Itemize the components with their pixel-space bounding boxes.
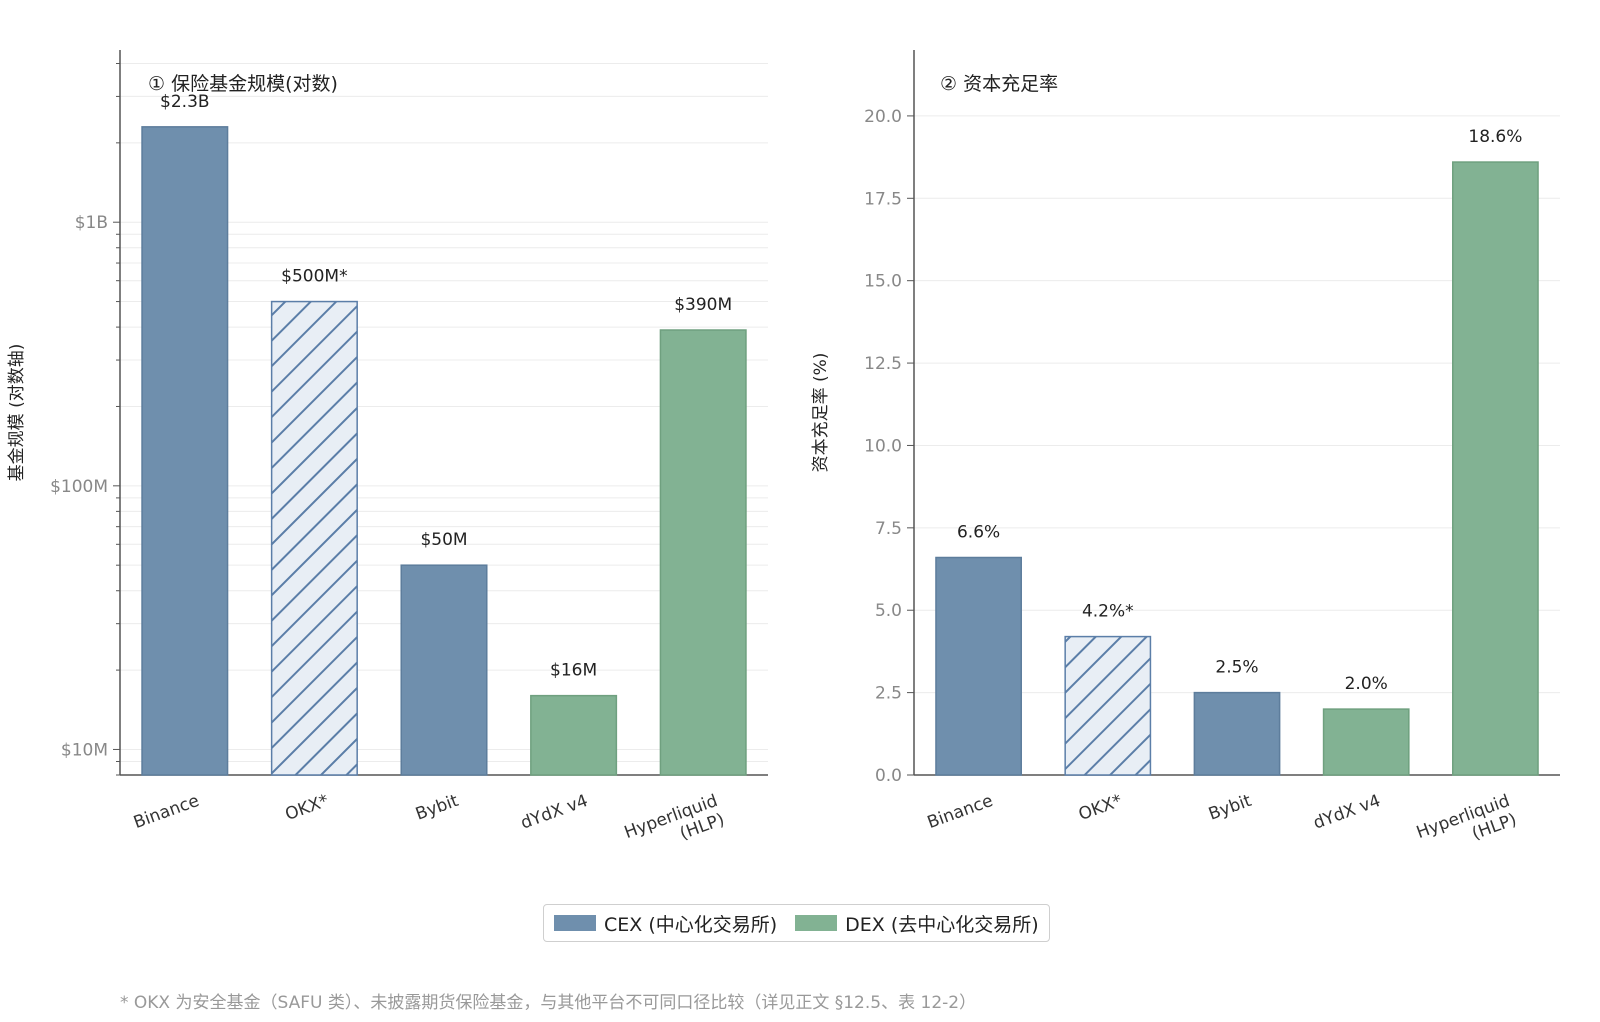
value-label: 6.6% xyxy=(957,523,1000,543)
x-tick-label: OKX* xyxy=(1076,791,1125,825)
x-tick-label: dYdX v4 xyxy=(518,791,591,834)
legend-item-dex: DEX (去中心化交易所) xyxy=(795,910,1039,937)
legend: CEX (中心化交易所) DEX (去中心化交易所) xyxy=(543,904,1050,942)
bar xyxy=(141,126,229,776)
legend-swatch-cex xyxy=(554,915,596,931)
bar xyxy=(400,564,488,776)
legend-item-cex: CEX (中心化交易所) xyxy=(554,910,777,937)
bar xyxy=(270,300,358,776)
value-label: 2.0% xyxy=(1345,674,1388,694)
bar xyxy=(659,329,747,776)
x-tick-label: Hyperliquid(HLP) xyxy=(1414,791,1519,862)
y-tick-label: $10M xyxy=(61,740,108,760)
y-tick-label: 17.5 xyxy=(864,189,902,209)
y-axis-title: 基金规模 (对数轴) xyxy=(7,344,27,482)
value-label: $2.3B xyxy=(160,92,210,112)
panel-title: ① 保险基金规模(对数) xyxy=(148,73,338,95)
legend-swatch-dex xyxy=(795,915,838,931)
bar xyxy=(530,694,618,776)
x-tick-label: Binance xyxy=(131,791,202,833)
x-tick-label: Hyperliquid(HLP) xyxy=(622,791,727,862)
y-tick-label: $1B xyxy=(75,213,108,233)
value-label: $390M xyxy=(674,295,732,315)
y-tick-label: 10.0 xyxy=(864,436,902,456)
value-label: $50M xyxy=(420,530,467,550)
bar xyxy=(935,556,1022,776)
x-tick-label: OKX* xyxy=(283,791,332,825)
value-label: 18.6% xyxy=(1468,127,1522,147)
y-tick-label: 2.5 xyxy=(875,684,902,704)
bar xyxy=(1064,635,1152,776)
legend-label-cex: CEX (中心化交易所) xyxy=(604,913,778,936)
x-tick-label: Bybit xyxy=(413,791,461,825)
y-axis-title: 资本充足率 (%) xyxy=(811,353,831,473)
bar xyxy=(1193,691,1281,776)
y-tick-label: 15.0 xyxy=(864,272,902,292)
value-label: $500M* xyxy=(281,267,347,287)
x-tick-label: dYdX v4 xyxy=(1311,791,1384,834)
bar xyxy=(1452,161,1539,776)
value-label: $16M xyxy=(550,661,597,681)
y-tick-label: $100M xyxy=(50,477,108,497)
footnote: * OKX 为安全基金（SAFU 类）、未披露期货保险基金，与其他平台不可同口径… xyxy=(120,993,977,1013)
y-tick-label: 7.5 xyxy=(875,519,902,539)
panel-title: ② 资本充足率 xyxy=(940,73,1058,95)
value-label: 2.5% xyxy=(1215,658,1258,678)
x-tick-label: Bybit xyxy=(1206,791,1254,825)
value-label: 4.2%* xyxy=(1082,602,1134,622)
bar xyxy=(1322,708,1410,776)
insurance-fund-chart: $10M $100M $1B $2.3B Binance $500M* OKX* $50M By… xyxy=(7,50,768,862)
legend-label-dex: DEX (去中心化交易所) xyxy=(845,913,1039,936)
y-tick-label: 20.0 xyxy=(864,107,902,127)
y-tick-label: 5.0 xyxy=(875,601,902,621)
y-tick-label: 0.0 xyxy=(875,766,902,786)
y-tick-label: 12.5 xyxy=(864,354,902,374)
x-tick-label: Binance xyxy=(925,791,996,833)
capital-adequacy-chart: 0.0 2.5 5.0 7.5 10.0 12.5 15.0 17.5 20.0 6.6% Bina… xyxy=(811,50,1560,862)
